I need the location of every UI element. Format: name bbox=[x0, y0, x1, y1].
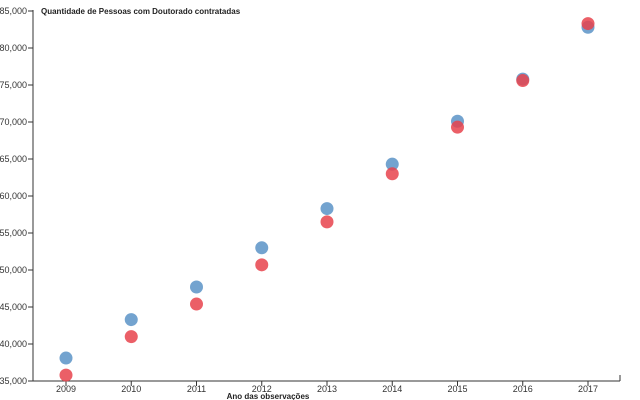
data-point-red-2009 bbox=[59, 368, 73, 382]
x-tick-label: 2014 bbox=[382, 384, 402, 394]
data-point-red-2016 bbox=[516, 74, 530, 88]
data-points bbox=[59, 17, 595, 382]
data-point-red-2013 bbox=[320, 215, 334, 229]
data-point-blue-2010 bbox=[124, 313, 138, 327]
data-point-blue-2014 bbox=[385, 157, 399, 171]
x-tick-label: 2016 bbox=[513, 384, 533, 394]
data-point-blue-2013 bbox=[320, 202, 334, 216]
data-point-red-2011 bbox=[190, 297, 203, 311]
x-tick-label: 2012 bbox=[252, 384, 272, 394]
data-point-blue-2012 bbox=[255, 241, 269, 255]
y-tick-label: 65,000 bbox=[0, 154, 27, 164]
x-tick-label: 2009 bbox=[56, 384, 76, 394]
y-tick-label: 50,000 bbox=[0, 265, 27, 275]
chart-title: Quantidade de Pessoas com Doutorado cont… bbox=[41, 7, 241, 16]
y-axis: 35,000 40,000 45,000 50,000 55,000 60,000 65,0… bbox=[0, 6, 33, 386]
data-point-red-2017 bbox=[581, 17, 595, 31]
data-point-red-2010 bbox=[124, 330, 138, 344]
y-tick-label: 35,000 bbox=[0, 376, 27, 386]
x-tick-label: 2015 bbox=[447, 384, 467, 394]
y-tick-label: 70,000 bbox=[0, 117, 27, 127]
y-tick-label: 45,000 bbox=[0, 302, 27, 312]
x-axis: 2009 2010 2011 2012 2013 2014 2015 2016 2017 bbox=[56, 381, 598, 394]
x-tick-label: 2013 bbox=[317, 384, 337, 394]
data-point-red-2015 bbox=[451, 120, 464, 134]
x-tick-label: 2017 bbox=[578, 384, 598, 394]
data-point-red-2012 bbox=[255, 258, 269, 272]
y-tick-label: 75,000 bbox=[0, 80, 27, 90]
data-point-blue-2009 bbox=[59, 351, 73, 365]
data-point-red-2014 bbox=[385, 167, 399, 181]
y-tick-label: 40,000 bbox=[0, 339, 27, 349]
y-tick-label: 85,000 bbox=[0, 6, 27, 16]
y-tick-label: 80,000 bbox=[0, 43, 27, 53]
data-point-blue-2011 bbox=[190, 280, 203, 294]
x-tick-label: 2011 bbox=[187, 384, 206, 394]
y-tick-label: 60,000 bbox=[0, 191, 27, 201]
x-axis-title: Ano das observações bbox=[227, 392, 310, 400]
y-tick-label: 55,000 bbox=[0, 228, 27, 238]
x-tick-label: 2010 bbox=[121, 384, 141, 394]
